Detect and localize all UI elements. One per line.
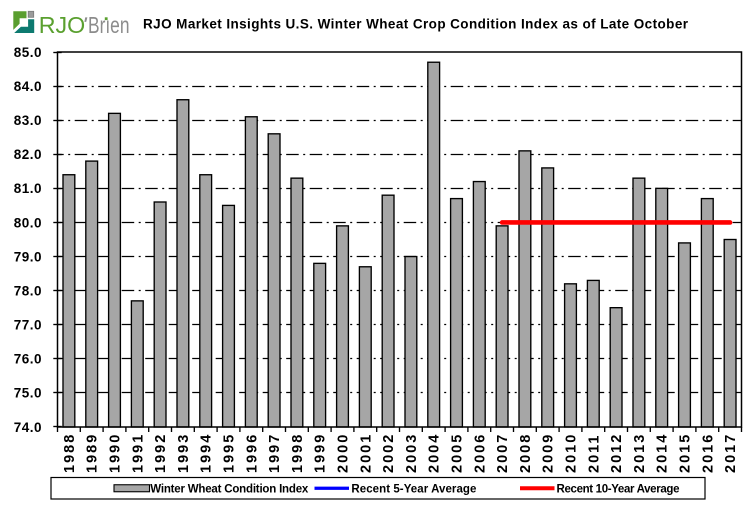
svg-text:2010: 2010 — [564, 433, 580, 473]
svg-text:79.0: 79.0 — [14, 249, 42, 264]
svg-text:2011: 2011 — [586, 434, 602, 473]
svg-text:1988: 1988 — [62, 433, 78, 473]
svg-text:1992: 1992 — [153, 433, 169, 473]
svg-text:82.0: 82.0 — [14, 147, 42, 162]
svg-text:1999: 1999 — [313, 433, 329, 473]
svg-text:75.0: 75.0 — [14, 386, 42, 401]
svg-text:2000: 2000 — [336, 433, 352, 473]
svg-text:1991: 1991 — [130, 433, 146, 473]
svg-text:2016: 2016 — [700, 433, 716, 473]
svg-text:74.0: 74.0 — [14, 420, 42, 435]
svg-text:81.0: 81.0 — [14, 181, 42, 196]
svg-text:2009: 2009 — [541, 433, 557, 473]
svg-text:85.0: 85.0 — [14, 45, 42, 60]
svg-text:1996: 1996 — [244, 433, 260, 473]
svg-text:2015: 2015 — [678, 433, 694, 473]
svg-text:80.0: 80.0 — [14, 215, 42, 230]
svg-text:1994: 1994 — [199, 433, 215, 473]
svg-text:2007: 2007 — [495, 433, 511, 473]
svg-text:Winter Wheat Condition Index: Winter Wheat Condition Index — [150, 483, 309, 495]
svg-text:2013: 2013 — [632, 433, 648, 473]
svg-text:2003: 2003 — [404, 433, 420, 473]
svg-text:Recent 10-Year Average: Recent 10-Year Average — [557, 483, 680, 495]
svg-text:1990: 1990 — [108, 433, 124, 473]
svg-text:83.0: 83.0 — [14, 113, 42, 128]
svg-text:1989: 1989 — [85, 433, 101, 473]
svg-text:2001: 2001 — [358, 433, 374, 473]
svg-text:2008: 2008 — [518, 433, 534, 473]
svg-text:2005: 2005 — [450, 433, 466, 473]
svg-text:Brıen: Brıen — [88, 12, 130, 38]
svg-text:2012: 2012 — [609, 433, 625, 473]
svg-text:1993: 1993 — [176, 433, 192, 473]
svg-text:78.0: 78.0 — [14, 283, 42, 298]
svg-text:1995: 1995 — [222, 433, 238, 473]
svg-text:77.0: 77.0 — [14, 318, 42, 333]
svg-text:84.0: 84.0 — [14, 79, 42, 94]
svg-text:Recent 5-Year Average: Recent 5-Year Average — [351, 483, 476, 495]
svg-text:RJO Market Insights U.S. Winte: RJO Market Insights U.S. Winter Wheat Cr… — [143, 17, 689, 32]
svg-text:1997: 1997 — [267, 433, 283, 473]
svg-text:2006: 2006 — [472, 433, 488, 473]
svg-text:2004: 2004 — [427, 433, 443, 473]
svg-text:2014: 2014 — [655, 433, 671, 473]
svg-text:2017: 2017 — [723, 433, 739, 473]
svg-text:76.0: 76.0 — [14, 352, 42, 367]
svg-text:RJO: RJO — [39, 12, 85, 38]
svg-text:2002: 2002 — [381, 433, 397, 473]
svg-text:1998: 1998 — [290, 433, 306, 473]
